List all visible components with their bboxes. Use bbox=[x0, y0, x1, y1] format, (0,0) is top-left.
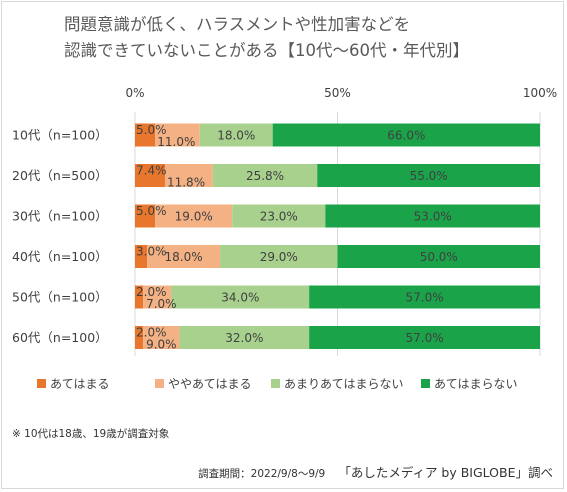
category-label: 40代（n=100） bbox=[12, 249, 108, 264]
bar-segment bbox=[135, 326, 144, 349]
data-label: 9.0% bbox=[146, 338, 177, 352]
bar-segment bbox=[309, 326, 540, 349]
data-label: 19.0% bbox=[175, 210, 213, 224]
bar-segment bbox=[171, 285, 310, 309]
data-label: 29.0% bbox=[260, 250, 298, 264]
legend-swatch bbox=[271, 379, 280, 388]
source-credit: 「あしたメディア by BIGLOBE」調べ bbox=[338, 465, 553, 480]
bar-segment bbox=[164, 164, 213, 187]
bar-segment bbox=[179, 326, 310, 349]
data-label: 18.0% bbox=[165, 250, 203, 264]
bar-segment bbox=[135, 123, 156, 147]
data-label: 11.0% bbox=[157, 135, 195, 149]
data-label: 53.0% bbox=[414, 210, 452, 224]
footer: 調査期間：2022/9/8～9/9 「あしたメディア by BIGLOBE」調べ bbox=[198, 462, 553, 481]
category-label: 10代（n=100） bbox=[12, 128, 108, 143]
legend-label: ややあてはまる bbox=[168, 377, 252, 391]
title-line-2: 認識できていないことがある【10代～60代・年代別】 bbox=[64, 41, 469, 60]
data-label: 2.0% bbox=[136, 285, 167, 299]
bar-segment bbox=[155, 123, 200, 147]
bar-segment bbox=[147, 245, 221, 268]
bar-segment bbox=[212, 164, 318, 187]
bar-segment bbox=[135, 285, 144, 309]
bar-segment bbox=[135, 245, 148, 268]
category-label: 20代（n=500） bbox=[12, 168, 108, 183]
chart-title: 問題意識が低く、ハラスメントや性加害などを 認識できていないことがある【10代～… bbox=[64, 12, 544, 64]
data-label: 50.0% bbox=[420, 250, 458, 264]
bar-segment bbox=[309, 285, 540, 309]
survey-period: 調査期間：2022/9/8～9/9 bbox=[198, 468, 326, 480]
category-label: 30代（n=100） bbox=[12, 209, 108, 224]
x-tick-label: 0% bbox=[125, 86, 144, 100]
legend-swatch bbox=[37, 379, 46, 388]
data-label: 57.0% bbox=[406, 331, 444, 345]
footnote: ※ 10代は18歳、19歳が調査対象 bbox=[12, 428, 170, 440]
legend-label: あてはまる bbox=[50, 377, 110, 391]
bar-segment bbox=[155, 204, 233, 228]
data-label: 23.0% bbox=[260, 210, 298, 224]
data-label: 2.0% bbox=[136, 326, 167, 340]
data-label: 18.0% bbox=[217, 129, 255, 143]
data-label: 11.8% bbox=[167, 176, 205, 190]
x-tick-label: 100% bbox=[523, 86, 557, 100]
bar-segment bbox=[325, 204, 540, 228]
data-label: 25.8% bbox=[246, 169, 284, 183]
legend-swatch bbox=[155, 379, 164, 388]
title-line-1: 問題意識が低く、ハラスメントや性加害などを bbox=[64, 15, 411, 34]
data-label: 66.0% bbox=[387, 129, 425, 143]
x-tick-label: 50% bbox=[324, 86, 351, 100]
bar-segment bbox=[199, 123, 273, 147]
legend-label: あまりあてはまらない bbox=[284, 377, 404, 391]
data-label: 32.0% bbox=[225, 331, 263, 345]
bar-segment bbox=[220, 245, 338, 268]
data-label: 3.0% bbox=[136, 245, 167, 259]
data-label: 7.4% bbox=[136, 164, 167, 178]
bar-segment bbox=[272, 123, 540, 147]
bar-segment bbox=[135, 164, 165, 187]
data-label: 55.0% bbox=[410, 169, 448, 183]
data-label: 5.0% bbox=[136, 123, 167, 137]
data-label: 7.0% bbox=[146, 297, 177, 311]
data-label: 5.0% bbox=[136, 204, 167, 218]
stacked-bar-chart: 0% 50% 100%10代（n=100） 5.0%11.0% 18.0% 66.0%20… bbox=[12, 86, 557, 391]
data-label: 57.0% bbox=[406, 291, 444, 305]
bar-segment bbox=[232, 204, 326, 228]
legend-swatch bbox=[421, 379, 430, 388]
bar-segment bbox=[143, 326, 180, 349]
legend-label: あてはまらない bbox=[434, 377, 518, 391]
category-label: 60代（n=100） bbox=[12, 330, 108, 345]
bar-segment bbox=[135, 204, 156, 228]
category-label: 50代（n=100） bbox=[12, 290, 108, 305]
data-label: 34.0% bbox=[221, 291, 259, 305]
bar-segment bbox=[317, 164, 540, 187]
bar-segment bbox=[143, 285, 172, 309]
bar-segment bbox=[337, 245, 540, 268]
